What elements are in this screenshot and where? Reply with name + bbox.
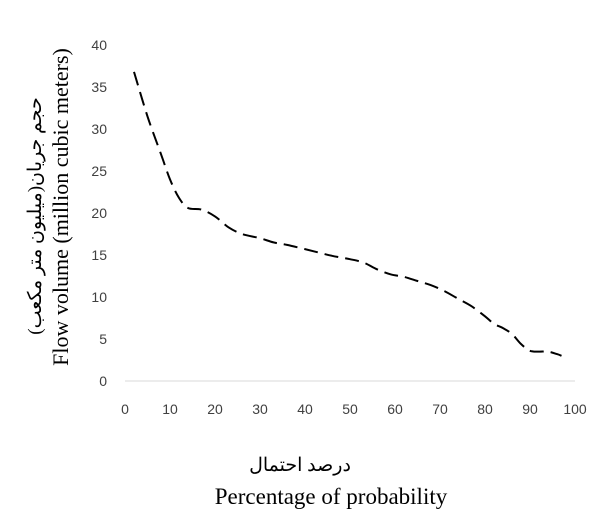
x-tick-label: 50: [342, 401, 358, 417]
x-tick-label: 90: [522, 401, 538, 417]
y-axis-titles: حجم جریان(میلیون متر مکعب) Flow volume (…: [25, 48, 73, 366]
x-tick-label: 20: [207, 401, 223, 417]
y-tick-label: 30: [91, 121, 107, 137]
y-tick-labels: 0 5 10 15 20 25 30 35 40: [91, 37, 107, 389]
y-tick-label: 15: [91, 247, 107, 263]
x-tick-label: 0: [121, 401, 129, 417]
y-tick-label: 35: [91, 79, 107, 95]
x-tick-label: 10: [162, 401, 178, 417]
plot-area: 0 5 10 15 20 25 30 35 40 0 10 20 30 40 50 60 70 80 90 100: [91, 37, 586, 417]
y-tick-label: 0: [99, 373, 107, 389]
y-tick-label: 25: [91, 163, 107, 179]
x-tick-label: 60: [387, 401, 403, 417]
x-axis-label: Percentage of probability: [215, 484, 448, 509]
y-tick-label: 10: [91, 289, 107, 305]
y-tick-label: 20: [91, 205, 107, 221]
x-tick-label: 80: [477, 401, 493, 417]
series-line: [133, 71, 562, 357]
x-tick-label: 30: [252, 401, 268, 417]
x-axis-label-persian: درصد احتمال: [249, 455, 351, 476]
x-tick-label: 100: [563, 401, 587, 417]
y-axis-label: Flow volume (million cubic meters): [48, 48, 73, 366]
y-tick-label: 5: [99, 331, 107, 347]
y-axis-label-persian: حجم جریان(میلیون متر مکعب): [25, 97, 46, 334]
x-tick-label: 40: [297, 401, 313, 417]
x-tick-labels: 0 10 20 30 40 50 60 70 80 90 100: [121, 401, 587, 417]
x-tick-label: 70: [432, 401, 448, 417]
y-tick-label: 40: [91, 37, 107, 53]
